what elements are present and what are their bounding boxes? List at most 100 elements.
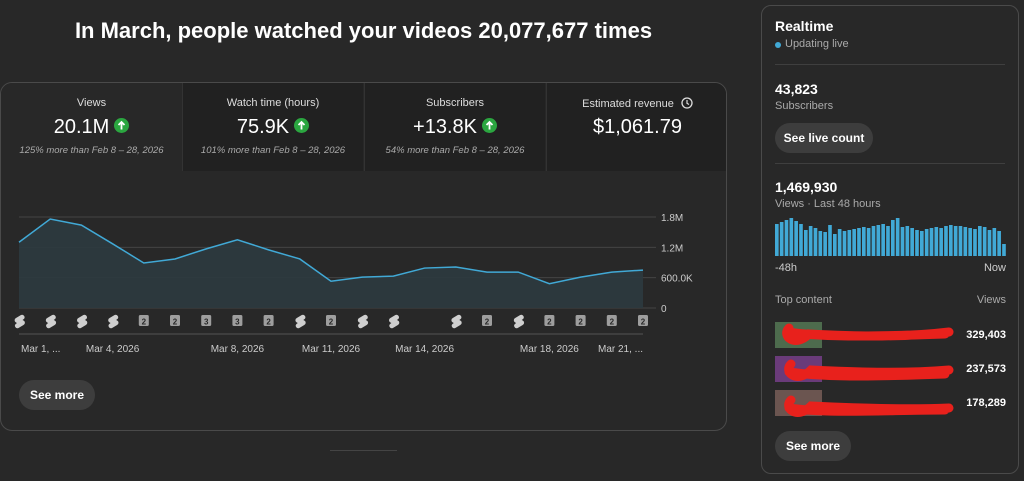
hourly-bar <box>968 228 972 256</box>
marker-box <box>232 315 243 326</box>
metric-label: Subscribers <box>425 97 485 109</box>
metric-tab[interactable]: Subscribers +13.8K 54% more than Feb 8 –… <box>364 83 545 171</box>
marker-label: 2 <box>610 318 615 327</box>
up-arrow <box>294 118 310 133</box>
hourly-bar <box>833 234 837 256</box>
divider <box>775 64 1005 65</box>
metric-value: 20.1M <box>1 116 182 139</box>
hourly-bar <box>794 221 798 256</box>
divider <box>775 163 1005 164</box>
range-start: -48h <box>775 262 798 274</box>
hourly-bar <box>978 226 982 256</box>
hourly-bar <box>876 225 881 256</box>
hourly-bar <box>775 224 779 256</box>
live-dot <box>775 42 781 48</box>
hourly-bar <box>895 218 900 256</box>
page-title: In March, people watched your videos 20,… <box>74 18 653 43</box>
shorts-icon <box>45 314 57 329</box>
marker-label: 3 <box>204 318 209 327</box>
x-tick-label: Mar 18, 2026 <box>520 344 579 355</box>
marker-box <box>544 315 555 326</box>
range-end: Now <box>983 262 1006 274</box>
shorts-icon <box>108 314 119 329</box>
hourly-bar <box>891 220 895 256</box>
up-arrow <box>481 118 497 133</box>
metric-tab[interactable]: Watch time (hours) 75.9K 101% more than … <box>182 83 363 171</box>
metric-label: Views <box>76 97 107 109</box>
x-tick-label: Mar 14, 2026 <box>395 344 454 355</box>
marker-label: 2 <box>266 318 271 327</box>
comparison: 125% more than Feb 8 – 28, 2026 <box>19 145 164 156</box>
marker-box <box>263 315 274 326</box>
hourly-bar <box>808 226 813 256</box>
y-tick-label: 1.8M <box>661 213 683 224</box>
metric-tab[interactable]: Estimated revenue $1,061.79 <box>546 83 726 171</box>
see-more-button[interactable]: See more <box>775 431 851 461</box>
marker-label: 2 <box>485 318 490 327</box>
value: +13.8K <box>413 116 477 138</box>
up-arrow <box>114 118 130 133</box>
views-count: 1,469,930 <box>775 179 838 195</box>
hourly-bar <box>949 225 953 256</box>
label: Estimated revenue <box>582 98 674 110</box>
trend-icon <box>289 116 310 138</box>
hourly-bar <box>900 227 905 256</box>
comparison: 101% more than Feb 8 – 28, 2026 <box>200 145 346 156</box>
metric-tab[interactable]: Views 20.1M 125% more than Feb 8 – 28, 2… <box>1 83 182 171</box>
hourly-bar <box>818 231 823 256</box>
marker-label: 2 <box>641 318 646 327</box>
marker-box <box>201 315 212 326</box>
marker-label: 2 <box>547 318 552 327</box>
top-content-metric: Views <box>976 294 1006 306</box>
marker-label: 2 <box>329 318 334 327</box>
hourly-bar <box>944 226 948 256</box>
hourly-bar <box>871 226 876 256</box>
x-tick-label: Mar 8, 2026 <box>211 344 265 355</box>
hourly-bar <box>779 222 784 256</box>
hourly-bar <box>847 230 852 256</box>
hourly-bar <box>915 230 919 256</box>
hourly-bar <box>905 226 910 256</box>
comparison: 54% more than Feb 8 – 28, 2026 <box>385 145 525 156</box>
hourly-bar <box>934 227 939 256</box>
hourly-bar <box>997 231 1001 256</box>
hourly-bar <box>886 226 890 256</box>
shorts-icon <box>357 314 369 329</box>
hourly-bar <box>804 230 808 256</box>
line <box>18 218 644 285</box>
value: 20.1M <box>53 116 110 138</box>
hourly-bar <box>924 229 929 256</box>
hourly-bar <box>828 225 832 256</box>
see-more-button[interactable]: See more <box>19 380 95 410</box>
hourly-bar <box>939 228 943 256</box>
marker-box <box>326 315 336 326</box>
marker-label: 2 <box>578 318 583 327</box>
hourly-bar <box>842 231 847 256</box>
hourly-bar <box>992 228 997 256</box>
realtime-title: Realtime <box>775 18 834 34</box>
x-tick-label: Mar 21, ... <box>598 344 643 355</box>
hourly-bar <box>857 228 861 256</box>
value: $1,061.79 <box>593 116 682 138</box>
hourly-bar <box>813 228 818 256</box>
metric-value: +13.8K <box>365 116 545 139</box>
value: 75.9K <box>236 116 290 138</box>
subscriber-count: 43,823 <box>775 81 818 97</box>
marker-box <box>138 315 149 326</box>
realtime-card: Realtime Updating live 43,823 Subscriber… <box>761 5 1019 474</box>
hourly-bar <box>852 229 856 256</box>
y-tick-label: 0 <box>661 304 667 315</box>
hourly-bar <box>784 220 789 256</box>
hourly-bar <box>789 218 794 256</box>
shorts-icon <box>76 314 88 329</box>
live-count-button[interactable]: See live count <box>775 123 873 153</box>
hourly-bar <box>958 226 963 256</box>
shorts-icon <box>388 314 400 329</box>
marker-box <box>170 315 180 326</box>
marker-label: 3 <box>235 318 240 327</box>
shorts-icon <box>513 314 525 329</box>
shorts-icon <box>14 314 25 329</box>
metric-label: Watch time (hours) <box>226 97 320 109</box>
shorts-icon <box>451 314 462 329</box>
